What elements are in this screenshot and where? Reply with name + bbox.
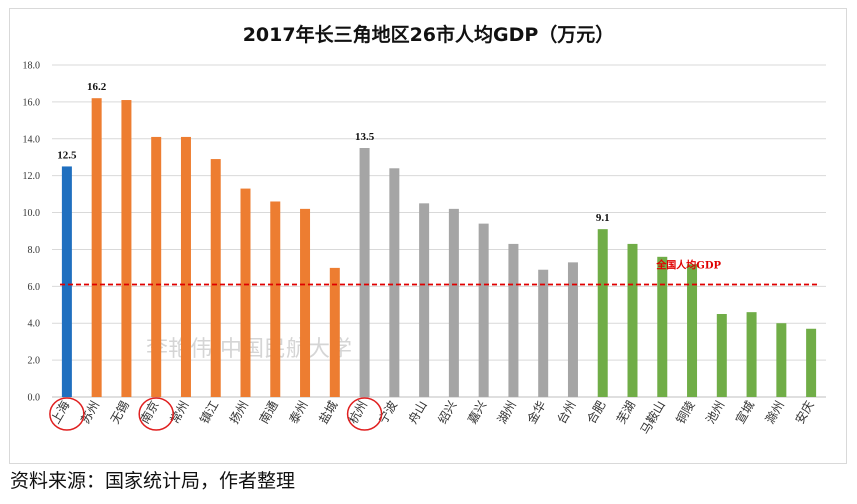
x-tick-label: 南京: [137, 398, 162, 426]
y-tick-label: 6.0: [28, 282, 41, 293]
x-tick-label: 杭州: [345, 398, 370, 426]
bar-嘉兴: [478, 223, 489, 397]
bar-无锡: [121, 100, 132, 398]
data-label: 12.5: [57, 149, 77, 161]
bar-滁州: [776, 323, 787, 397]
bar-南京: [151, 136, 162, 397]
bar-绍兴: [448, 208, 459, 397]
bar-宁波: [389, 168, 400, 397]
bar-湖州: [508, 243, 519, 397]
bar-杭州: [359, 148, 370, 397]
bar-马鞍山: [657, 256, 668, 397]
bar-池州: [716, 314, 727, 397]
y-tick-label: 16.0: [23, 97, 41, 108]
data-label: 16.2: [87, 81, 107, 93]
bar-盐城: [329, 267, 340, 397]
x-tick-label: 池州: [703, 399, 727, 427]
source-note: 资料来源：国家统计局，作者整理: [10, 470, 296, 492]
x-tick-label: 滁州: [762, 398, 787, 426]
y-tick-label: 14.0: [23, 134, 41, 145]
x-tick-label: 镇江: [197, 399, 221, 427]
x-tick-label: 嘉兴: [465, 399, 489, 427]
bar-常州: [180, 136, 191, 397]
x-tick-label: 芜湖: [613, 398, 638, 426]
bar-泰州: [300, 208, 311, 397]
y-tick-label: 12.0: [23, 171, 41, 182]
x-tick-label: 马鞍山: [637, 398, 668, 437]
x-tick-label: 铜陵: [673, 398, 698, 426]
data-label: 13.5: [355, 131, 375, 143]
x-tick-label: 无锡: [107, 398, 132, 426]
x-tick-label: 湖州: [494, 398, 519, 426]
reference-line-label: 全国人均GDP: [655, 258, 721, 271]
x-tick-label: 舟山: [406, 399, 430, 427]
bar-芜湖: [627, 243, 638, 397]
highlight-circle: [346, 397, 383, 431]
x-tick-label: 绍兴: [435, 399, 459, 427]
x-tick-label: 安庆: [792, 398, 817, 426]
y-tick-label: 4.0: [28, 319, 41, 330]
x-tick-label: 盐城: [316, 399, 340, 427]
bar-扬州: [240, 188, 251, 397]
x-tick-label: 泰州: [287, 399, 311, 427]
x-tick-label: 扬州: [226, 398, 251, 426]
bar-苏州: [91, 98, 102, 397]
bar-宣城: [746, 312, 757, 397]
bar-上海: [61, 166, 72, 397]
y-tick-label: 2.0: [28, 356, 41, 367]
x-tick-label: 金华: [524, 398, 549, 426]
bar-合肥: [597, 229, 608, 397]
chart-title: 2017年长三角地区26市人均GDP（万元）: [242, 24, 615, 46]
x-tick-label: 南通: [256, 398, 281, 426]
bar-镇江: [210, 159, 221, 397]
bar-铜陵: [687, 264, 698, 397]
bar-安庆: [806, 328, 817, 397]
x-tick-label: 合肥: [583, 398, 608, 426]
y-tick-label: 8.0: [28, 245, 41, 256]
bar-金华: [538, 269, 549, 397]
y-tick-label: 10.0: [23, 208, 41, 219]
data-label: 9.1: [596, 212, 610, 224]
bar-台州: [567, 262, 578, 397]
x-tick-label: 台州: [554, 398, 579, 426]
x-tick-label: 宣城: [732, 398, 757, 426]
bar-舟山: [419, 203, 430, 397]
highlight-circle: [138, 397, 174, 431]
highlight-circle: [49, 397, 85, 431]
y-tick-label: 18.0: [23, 61, 41, 72]
x-tick-label: 上海: [47, 398, 72, 426]
y-tick-label: 0.0: [28, 393, 41, 404]
bar-南通: [270, 201, 281, 397]
